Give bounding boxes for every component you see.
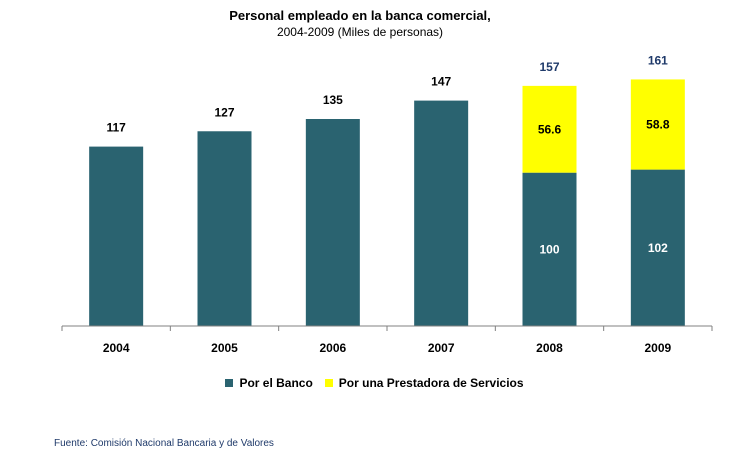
total-label-2008: 157 [539,60,559,74]
legend-swatch-prestadora [324,379,333,387]
total-label-2006: 135 [323,93,343,107]
x-tick-label-2008: 2008 [536,341,563,355]
bar-banco-2008 [522,172,577,326]
data-label-prestadora-2009: 58.8 [646,118,670,132]
bar-banco-2004 [89,146,144,326]
x-tick-label-2004: 2004 [103,341,130,355]
x-tick-label-2005: 2005 [211,341,238,355]
legend-label-banco: Por el Banco [239,376,313,390]
bar-banco-2009 [630,169,685,326]
data-label-banco-2009: 102 [648,241,668,255]
bar-banco-2006 [305,119,360,326]
chart-subtitle: 2004-2009 (Miles de personas) [276,25,444,39]
bar-prestadora-2009 [630,79,685,170]
total-label-2004: 117 [106,121,126,135]
legend-label-prestadora: Por una Prestadora de Servicios [338,376,524,390]
x-tick-label-2007: 2007 [428,341,455,355]
source-note: Fuente: Comisión Nacional Bancaria y de … [54,438,274,449]
bar-banco-2005 [197,131,252,326]
data-label-prestadora-2008: 56.6 [538,122,562,136]
data-label-banco-2008: 100 [539,242,559,256]
chart-title: Personal empleado en la banca comercial, [229,8,491,23]
x-tick-label-2009: 2009 [644,341,671,355]
total-label-2007: 147 [431,75,451,89]
x-tick-label-2006: 2006 [319,341,346,355]
bar-banco-2007 [414,100,469,326]
bar-prestadora-2008 [522,85,577,173]
legend: Por el Banco Por una Prestadora de Servi… [0,376,749,390]
legend-item-prestadora: Por una Prestadora de Servicios [324,376,524,390]
legend-item-banco: Por el Banco [225,376,313,390]
total-label-2005: 127 [214,105,234,119]
total-label-2009: 161 [648,53,668,67]
legend-swatch-banco [225,379,234,387]
